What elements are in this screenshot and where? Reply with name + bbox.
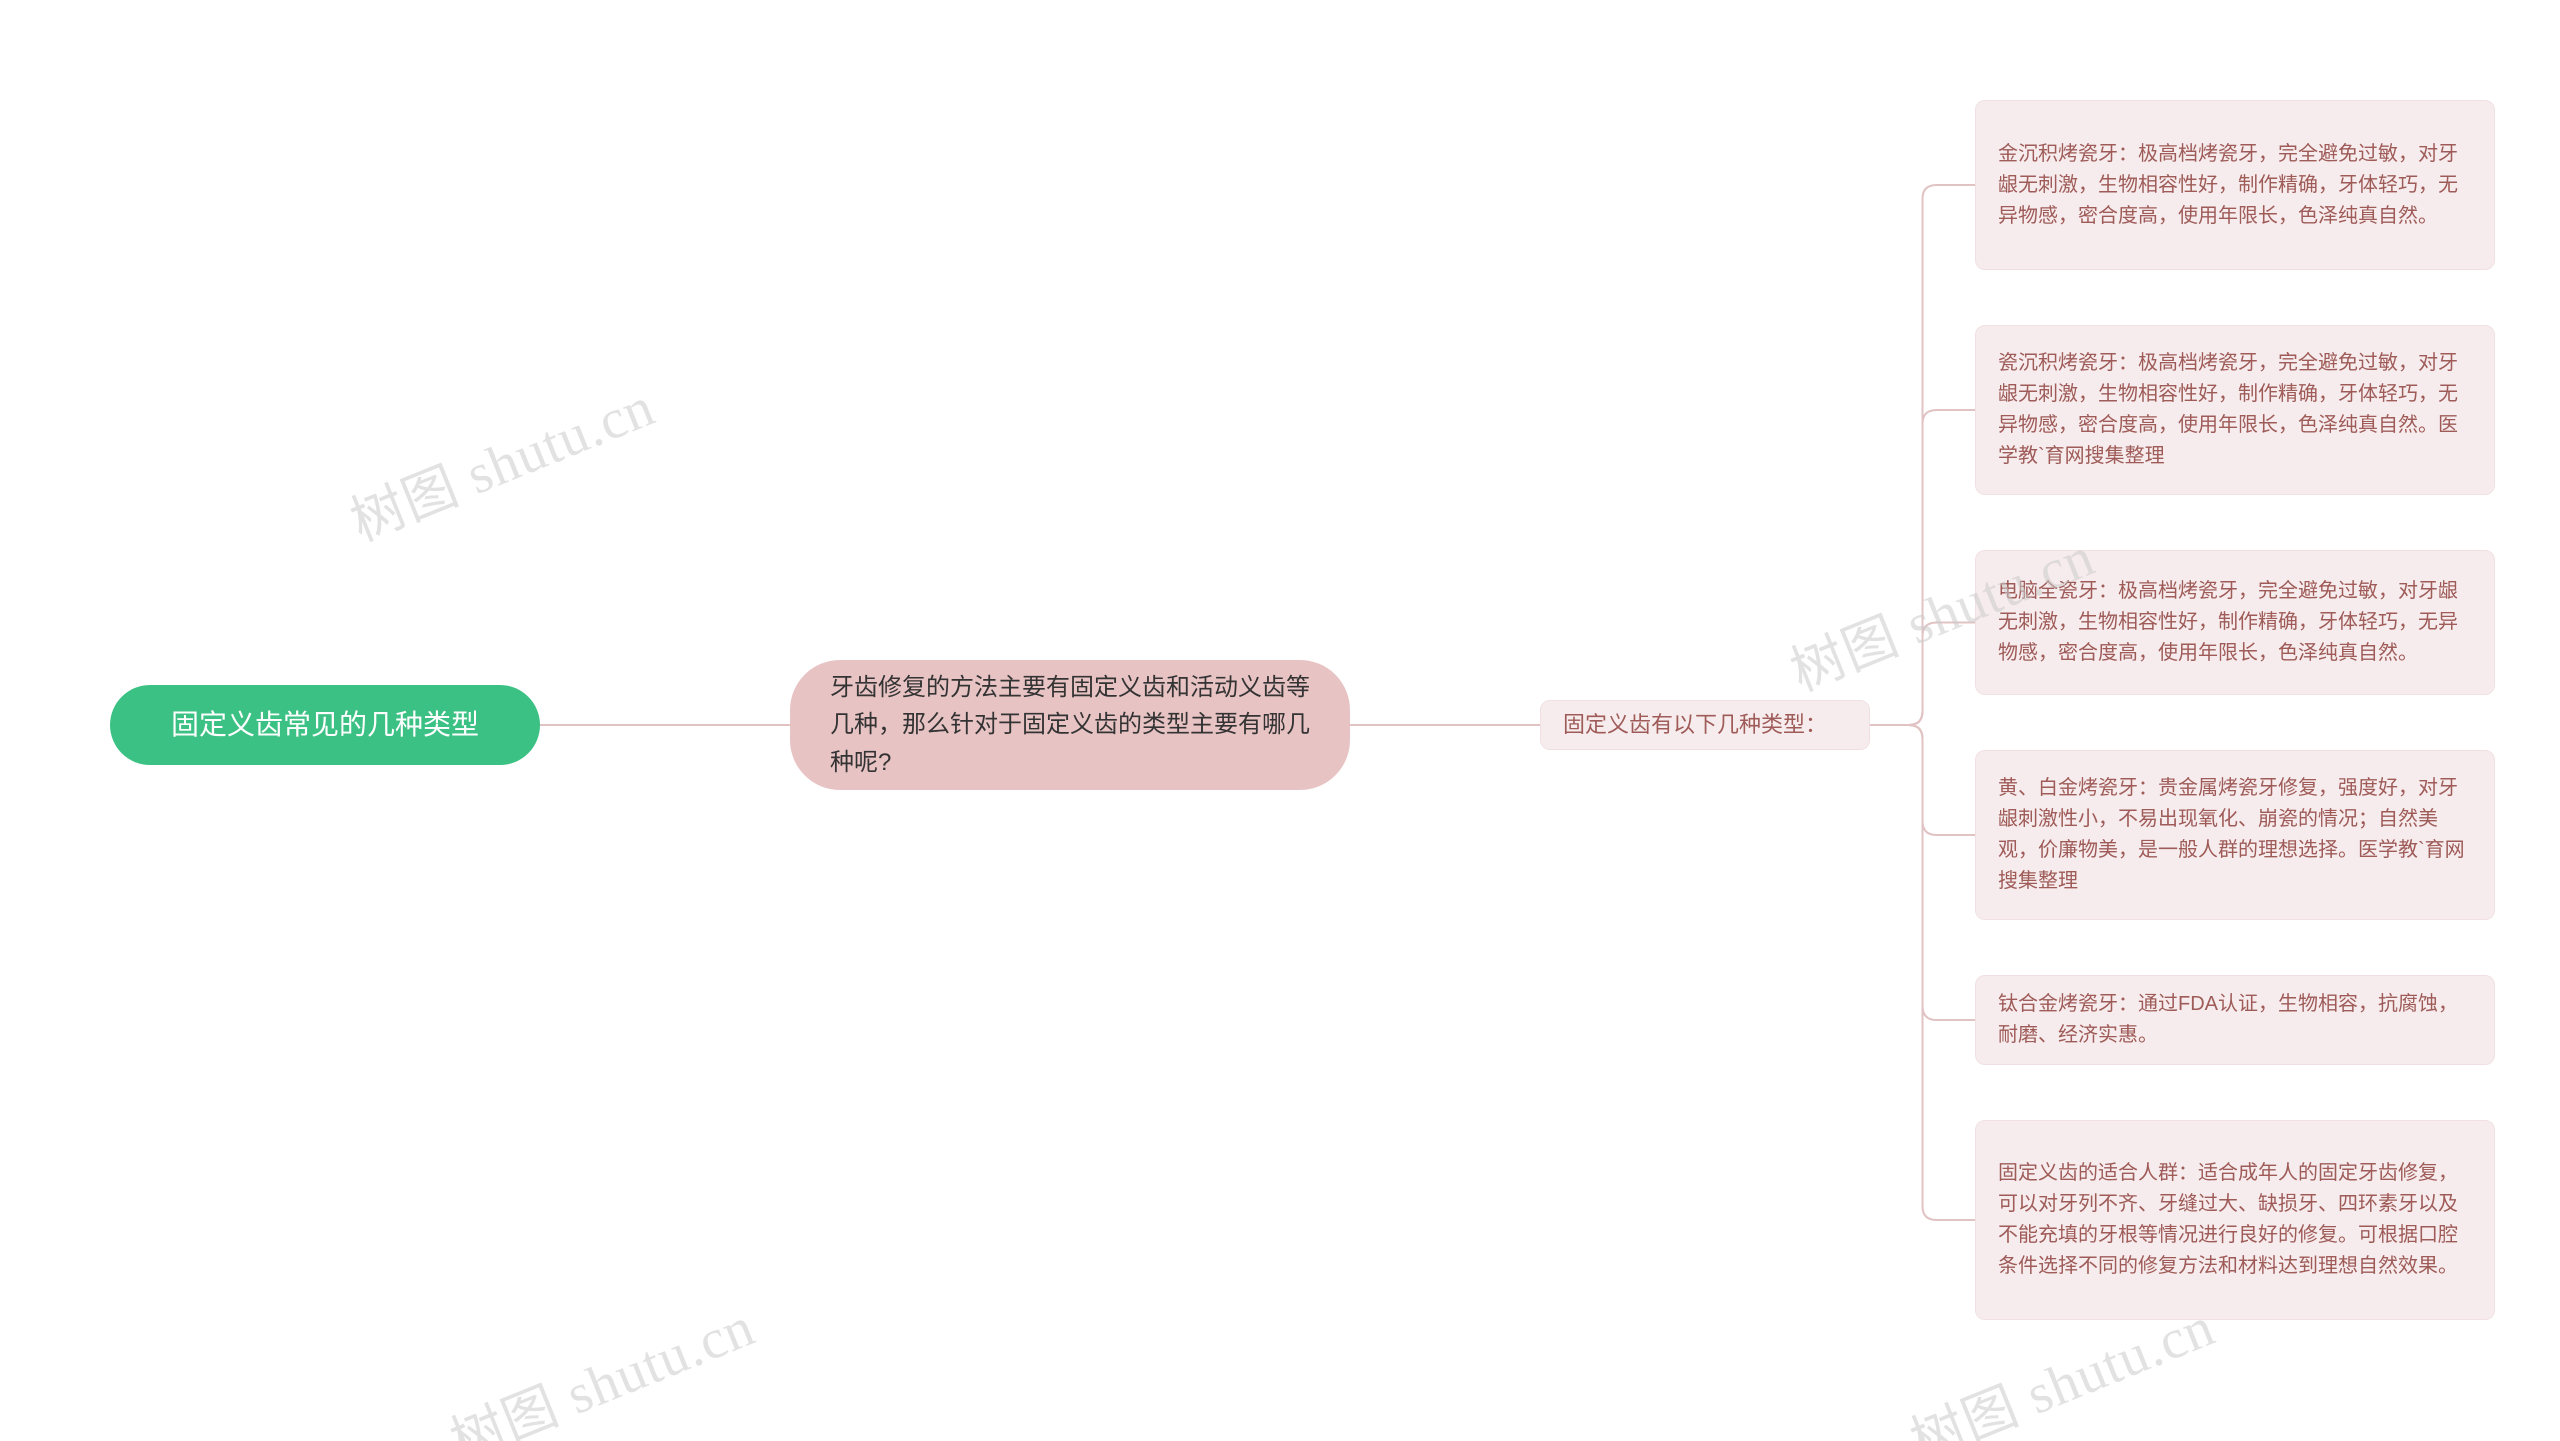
root-node[interactable]: 固定义齿常见的几种类型 (110, 685, 540, 765)
leaf-node[interactable]: 瓷沉积烤瓷牙：极高档烤瓷牙，完全避免过敏，对牙龈无刺激，生物相容性好，制作精确，… (1975, 325, 2495, 495)
leaf-node[interactable]: 固定义齿的适合人群：适合成年人的固定牙齿修复，可以对牙列不齐、牙缝过大、缺损牙、… (1975, 1120, 2495, 1320)
leaf-node[interactable]: 黄、白金烤瓷牙：贵金属烤瓷牙修复，强度好，对牙龈刺激性小，不易出现氧化、崩瓷的情… (1975, 750, 2495, 920)
level2-node[interactable]: 固定义齿有以下几种类型： (1540, 700, 1870, 750)
leaf-node[interactable]: 电脑全瓷牙：极高档烤瓷牙，完全避免过敏，对牙龈无刺激，生物相容性好，制作精确，牙… (1975, 550, 2495, 695)
leaf-node[interactable]: 金沉积烤瓷牙：极高档烤瓷牙，完全避免过敏，对牙龈无刺激，生物相容性好，制作精确，… (1975, 100, 2495, 270)
leaf-node[interactable]: 钛合金烤瓷牙：通过FDA认证，生物相容，抗腐蚀，耐磨、经济实惠。 (1975, 975, 2495, 1065)
level1-node[interactable]: 牙齿修复的方法主要有固定义齿和活动义齿等几种，那么针对于固定义齿的类型主要有哪几… (790, 660, 1350, 790)
